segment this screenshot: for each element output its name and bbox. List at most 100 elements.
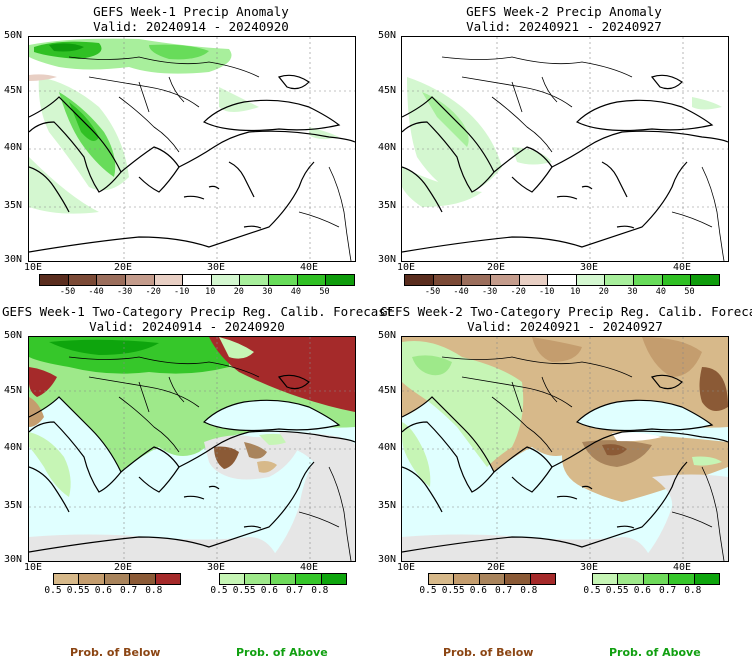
colorbar-tick-label: 40: [655, 287, 667, 297]
lat-label: 35N: [378, 200, 397, 211]
lon-label: 10E: [24, 562, 43, 573]
colorbar-swatch: [505, 574, 531, 584]
lat-label: 30N: [378, 554, 397, 565]
colorbar-swatch: [530, 574, 556, 584]
panel-w2-prob-valid: Valid: 20240921 - 20240927: [467, 319, 663, 334]
below-colorbar: [53, 573, 181, 585]
colorbar-swatch: [183, 275, 212, 285]
colorbar-tick-label: 0.55: [66, 585, 90, 596]
colorbar-swatch: [618, 574, 644, 584]
colorbar-tick-label: -40: [88, 287, 104, 297]
lat-label: 45N: [378, 385, 397, 396]
colorbar-tick-label: 0.5: [210, 585, 228, 596]
map-w1-anom: [28, 36, 356, 262]
colorbar-swatch: [240, 275, 270, 285]
anomaly-colorbar: [39, 274, 355, 286]
colorbar-swatch: [40, 275, 69, 285]
colorbar-tick-label: 0.8: [520, 585, 538, 596]
panel-w2-anom-valid: Valid: 20240921 - 20240927: [466, 19, 662, 34]
panel-w1-prob-valid: Valid: 20240914 - 20240920: [89, 319, 285, 334]
colorbar-tick-label: 0.7: [495, 585, 513, 596]
prob-above-label: Prob. of Above: [236, 646, 328, 659]
colorbar-tick-label: 0.55: [441, 585, 465, 596]
above-colorbar: [219, 573, 347, 585]
colorbar-swatch: [454, 574, 480, 584]
colorbar-tick-label: -20: [145, 287, 161, 297]
colorbar-tick-label: 0.8: [684, 585, 702, 596]
colorbar-swatch: [694, 574, 720, 584]
colorbar-tick-label: 10: [205, 287, 216, 297]
colorbar-tick-label: 40: [290, 287, 302, 297]
colorbar-swatch: [79, 574, 105, 584]
colorbar-swatch: [462, 275, 491, 285]
colorbar-tick-label: -40: [453, 287, 469, 297]
colorbar-swatch: [669, 574, 695, 584]
colorbar-swatch: [104, 574, 131, 584]
lat-label: 45N: [4, 385, 23, 396]
lon-label: 30E: [207, 562, 226, 573]
colorbar-swatch: [662, 275, 692, 285]
lon-label: 20E: [487, 562, 506, 573]
colorbar-tick-label: -50: [424, 287, 441, 297]
lon-label: 30E: [207, 262, 226, 273]
lat-label: 45N: [4, 85, 23, 96]
colorbar-tick-label: -10: [174, 287, 190, 297]
colorbar-swatch: [691, 275, 720, 285]
colorbar-swatch: [519, 275, 549, 285]
colorbar-swatch: [125, 275, 155, 285]
colorbar-swatch: [433, 275, 463, 285]
panel-w1-prob-title: GEFS Week-1 Two-Category Precip Reg. Cal…: [2, 304, 394, 319]
colorbar-swatch: [576, 275, 606, 285]
colorbar-tick-label: 0.5: [44, 585, 62, 596]
colorbar-swatch: [605, 275, 635, 285]
lat-label: 35N: [4, 200, 23, 211]
colorbar-tick-label: 20: [598, 287, 609, 297]
lat-label: 50N: [4, 30, 23, 41]
lat-label: 50N: [378, 330, 397, 341]
colorbar-tick-label: 0.7: [659, 585, 677, 596]
panel-w2-prob-title: GEFS Week-2 Two-Category Precip Reg. Cal…: [380, 304, 752, 319]
colorbar-swatch: [211, 275, 241, 285]
colorbar-tick-label: 0.6: [94, 585, 112, 596]
lon-label: 20E: [487, 262, 506, 273]
colorbar-swatch: [220, 574, 246, 584]
panel-w2-anom-title: GEFS Week-2 Precip Anomaly: [466, 4, 662, 19]
colorbar-swatch: [321, 574, 347, 584]
colorbar-swatch: [68, 275, 98, 285]
colorbar-tick-label: 0.6: [633, 585, 651, 596]
colorbar-tick-label: -30: [481, 287, 498, 297]
colorbar-tick-label: 0.6: [260, 585, 278, 596]
colorbar-tick-label: -50: [59, 287, 76, 297]
lat-label: 30N: [4, 554, 23, 565]
colorbar-swatch: [54, 574, 80, 584]
colorbar-tick-label: 50: [684, 287, 695, 297]
colorbar-tick-label: 30: [262, 287, 273, 297]
lat-label: 50N: [378, 30, 397, 41]
colorbar-tick-label: 0.55: [232, 585, 256, 596]
colorbar-tick-label: 0.7: [286, 585, 304, 596]
prob-below-label: Prob. of Below: [443, 646, 534, 659]
colorbar-tick-label: 0.55: [605, 585, 629, 596]
lat-label: 50N: [4, 330, 23, 341]
lon-label: 20E: [114, 562, 133, 573]
colorbar-swatch: [154, 275, 184, 285]
colorbar-swatch: [479, 574, 506, 584]
lon-label: 40E: [673, 562, 692, 573]
colorbar-swatch: [429, 574, 455, 584]
colorbar-swatch: [269, 275, 298, 285]
colorbar-tick-label: -10: [539, 287, 555, 297]
anomaly-colorbar: [404, 274, 720, 286]
colorbar-tick-label: 30: [627, 287, 638, 297]
colorbar-swatch: [643, 574, 670, 584]
lon-label: 10E: [24, 262, 43, 273]
lat-label: 40N: [4, 142, 23, 153]
colorbar-tick-label: 50: [319, 287, 330, 297]
lon-label: 30E: [580, 562, 599, 573]
colorbar-tick-label: 0.6: [469, 585, 487, 596]
lon-label: 30E: [580, 262, 599, 273]
lon-label: 20E: [114, 262, 133, 273]
colorbar-tick-label: 0.8: [311, 585, 329, 596]
lat-label: 35N: [378, 500, 397, 511]
colorbar-swatch: [245, 574, 271, 584]
colorbar-tick-label: 0.7: [120, 585, 138, 596]
